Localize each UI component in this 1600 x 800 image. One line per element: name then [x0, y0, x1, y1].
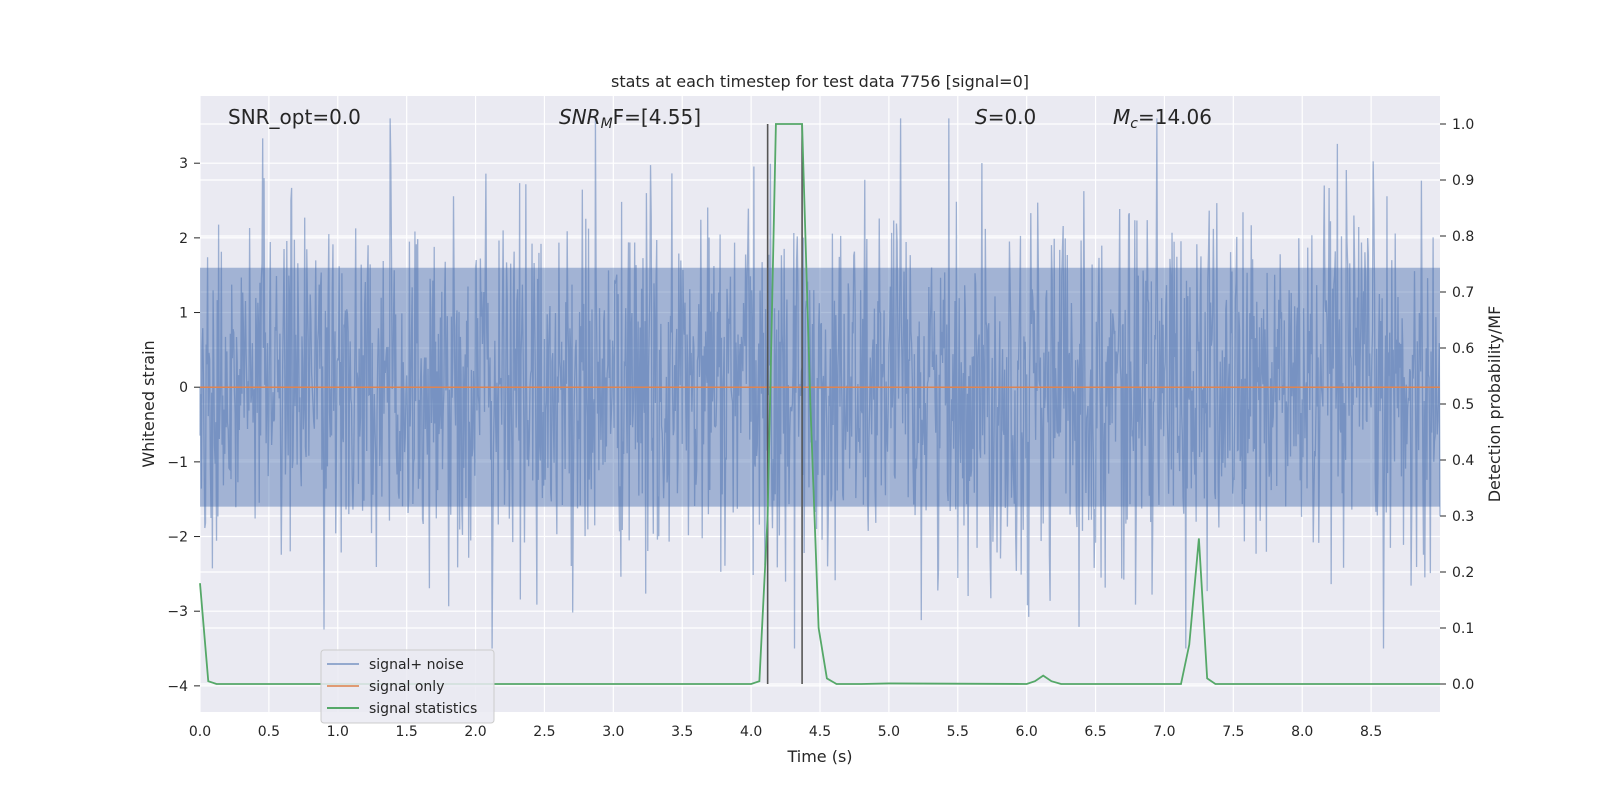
y-left-tick-6: −3 — [167, 604, 188, 620]
y-left-tick-labels: 3 2 1 0 −1 −2 −3 −4 — [167, 156, 188, 695]
y-right-tick-5: 0.5 — [1452, 397, 1474, 413]
y-right-tick-0: 1.0 — [1452, 117, 1474, 133]
x-tick-10: 5.0 — [878, 724, 900, 740]
x-tick-14: 7.0 — [1153, 724, 1175, 740]
x-tick-12: 6.0 — [1016, 724, 1038, 740]
y-left-tick-5: −2 — [167, 530, 188, 546]
y-right-tick-3: 0.7 — [1452, 285, 1474, 301]
annotation-snr-opt: SNR_opt=0.0 — [228, 105, 361, 129]
series-signal-statistics — [199, 123, 1440, 685]
y-left-tick-2: 1 — [179, 306, 188, 322]
y-right-tick-10: 0.0 — [1452, 677, 1474, 693]
y-left-tick-0: 3 — [179, 156, 188, 172]
y-axis-left-label: Whitened strain — [139, 340, 158, 467]
x-tick-4: 2.0 — [464, 724, 486, 740]
x-tick-9: 4.5 — [809, 724, 831, 740]
y-left-tick-4: −1 — [167, 455, 188, 471]
x-tick-3: 1.5 — [396, 724, 418, 740]
y-right-tick-6: 0.4 — [1452, 453, 1474, 469]
x-tick-11: 5.5 — [947, 724, 969, 740]
x-tick-15: 7.5 — [1222, 724, 1244, 740]
y-left-tick-3: 0 — [179, 380, 188, 396]
annotation-s-stat: S=0.0 — [975, 105, 1036, 129]
y-left-tick-7: −4 — [167, 679, 188, 695]
legend-label-signal-only: signal only — [369, 679, 444, 695]
legend-label-signal-statistics: signal statistics — [369, 701, 477, 717]
x-tick-17: 8.5 — [1360, 724, 1382, 740]
vertical-markers — [766, 124, 803, 684]
noise-trace — [199, 118, 1441, 649]
x-tick-16: 8.0 — [1291, 724, 1313, 740]
y-right-tick-7: 0.3 — [1452, 509, 1474, 525]
y-right-tick-1: 0.9 — [1452, 173, 1474, 189]
y-right-tick-2: 0.8 — [1452, 229, 1474, 245]
x-tick-8: 4.0 — [740, 724, 762, 740]
annotation-mc: Mc=14.06 — [1113, 105, 1212, 132]
legend-label-signal-noise: signal+ noise — [369, 657, 464, 673]
chart-title: stats at each timestep for test data 775… — [611, 72, 1029, 91]
y-right-tick-labels: 1.0 0.9 0.8 0.7 0.6 0.5 0.4 0.3 0.2 0.1 0.0 — [1452, 117, 1474, 693]
x-tick-13: 6.5 — [1084, 724, 1106, 740]
x-tick-labels: 0.0 0.5 1.0 1.5 2.0 2.5 3.0 3.5 4.0 4.5 5.0 5.5 6.0 6… — [189, 724, 1382, 740]
legend-box — [320, 649, 495, 724]
x-tick-0: 0.0 — [189, 724, 211, 740]
x-tick-7: 3.5 — [671, 724, 693, 740]
legend: signal+ noise signal only signal statist… — [320, 649, 495, 724]
y-axis-right-label: Detection probability/MF — [1485, 306, 1504, 503]
y-left-tick-1: 2 — [179, 231, 188, 247]
y-right-tick-4: 0.6 — [1452, 341, 1474, 357]
x-axis-label: Time (s) — [786, 747, 852, 766]
x-tick-2: 1.0 — [327, 724, 349, 740]
y-right-tick-8: 0.2 — [1452, 565, 1474, 581]
annotation-snr-mf: SNRMF=[4.55] — [559, 105, 701, 132]
y-right-tick-9: 0.1 — [1452, 621, 1474, 637]
x-tick-5: 2.5 — [533, 724, 555, 740]
x-tick-1: 0.5 — [258, 724, 280, 740]
x-tick-6: 3.0 — [602, 724, 624, 740]
